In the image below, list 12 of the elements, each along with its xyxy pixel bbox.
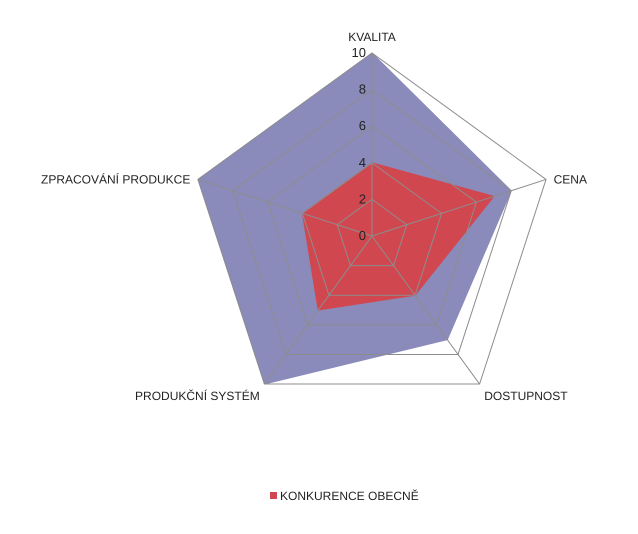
spoke-label: CENA: [554, 172, 587, 186]
y-tick-label: 2: [358, 191, 366, 206]
y-tick-label: 4: [358, 154, 366, 170]
spoke-label: KVALITA: [348, 30, 396, 44]
spoke-label: DOSTUPNOST: [484, 389, 568, 404]
y-tick-label: 10: [352, 45, 366, 60]
y-tick-label: 0: [358, 228, 366, 243]
spoke-label: ZPRACOVÁNÍ PRODUKCE: [40, 172, 190, 186]
y-tick-label: 8: [358, 82, 366, 97]
spoke-label: PRODUKČNÍ SYSTÉM: [135, 389, 260, 404]
legend-label: KONKURENCE OBECNĚ: [280, 489, 419, 503]
y-tick-label: 6: [358, 118, 366, 134]
